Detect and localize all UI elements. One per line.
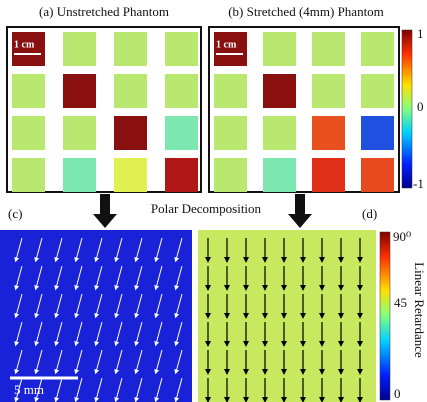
colorbar [380, 232, 390, 400]
arrow [93, 194, 117, 228]
scale-label: 1 cm [14, 39, 35, 50]
phantom-square [214, 158, 247, 192]
phantom-square [63, 158, 96, 192]
phantom-square [63, 32, 96, 66]
phantom-square [114, 32, 147, 66]
phantom-square [12, 158, 45, 192]
phantom-square [312, 158, 345, 192]
colorbar-tick: 0 [394, 386, 401, 401]
phantom-square [165, 74, 198, 108]
phantom-square [361, 116, 394, 150]
caption: Polar Decomposition [151, 201, 262, 216]
phantom-square [263, 158, 296, 192]
phantom-square [165, 32, 198, 66]
colorbar-tick: 1 [417, 26, 424, 41]
phantom-square [263, 32, 296, 66]
image-panel [198, 230, 376, 402]
phantom-square [361, 158, 394, 192]
phantom-square [263, 74, 296, 108]
panel-label: (d) [362, 206, 377, 221]
arrow [288, 194, 312, 228]
phantom-square [312, 32, 345, 66]
panel-title: (b) Stretched (4mm) Phantom [228, 4, 384, 19]
phantom-square [214, 74, 247, 108]
phantom-square [165, 116, 198, 150]
phantom-square [12, 74, 45, 108]
phantom-square [361, 32, 394, 66]
phantom-square [63, 116, 96, 150]
colorbar-tick: 90⁰ [393, 229, 411, 244]
phantom-square [263, 116, 296, 150]
phantom-square [361, 74, 394, 108]
phantom-square [312, 116, 345, 150]
phantom-square [114, 158, 147, 192]
colorbar-title: Linear Retardance [412, 262, 427, 358]
phantom-square [12, 116, 45, 150]
colorbar-tick: 45 [394, 295, 407, 310]
colorbar-tick: 0 [417, 99, 424, 114]
figure: (a) Unstretched Phantom (b) Stretched (4… [0, 0, 427, 402]
phantom-square [63, 74, 96, 108]
phantom-square [312, 74, 345, 108]
panel-title: (a) Unstretched Phantom [39, 4, 169, 19]
panel-label: (c) [8, 206, 22, 221]
scale-label: 1 cm [216, 39, 237, 50]
scale-label: 5 mm [14, 382, 44, 397]
colorbar-tick: -1 [413, 176, 424, 191]
phantom-square [114, 116, 147, 150]
phantom-square [114, 74, 147, 108]
phantom-square [165, 158, 198, 192]
phantom-square [214, 116, 247, 150]
colorbar [402, 30, 412, 188]
